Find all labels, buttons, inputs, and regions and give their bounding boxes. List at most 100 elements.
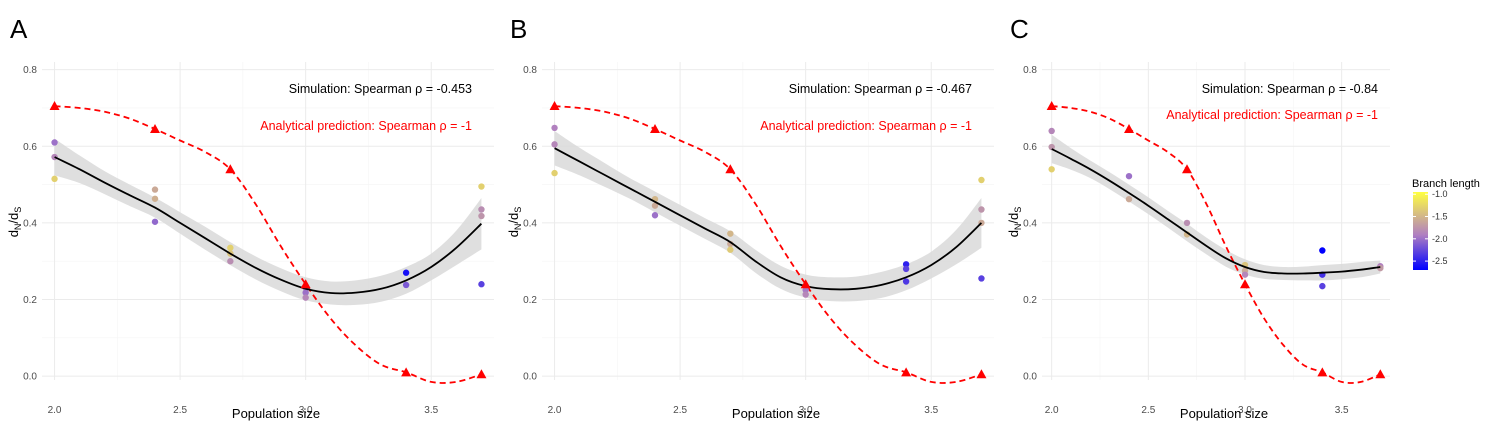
data-point [151, 218, 159, 225]
y-axis-title: dN/dS [506, 207, 523, 238]
x-tick-label: 2.5 [173, 405, 187, 416]
panel-letter: B [510, 14, 527, 44]
y-axis-title-sep: /d [506, 213, 521, 224]
prediction-marker [1375, 369, 1386, 379]
y-tick-label: 0.0 [1023, 372, 1037, 383]
y-axis-title-sep: /d [6, 213, 21, 224]
legend-title: Branch length [1412, 178, 1480, 190]
y-tick-label: 0.0 [523, 372, 537, 383]
x-tick-label: 3.0 [799, 405, 813, 416]
data-point [651, 202, 659, 209]
prediction-annotation: Analytical prediction: Spearman ρ = -1 [1166, 108, 1378, 122]
prediction-curve [54, 105, 482, 384]
legend-tick-label: -1.0 [1432, 189, 1448, 199]
data-point [51, 153, 58, 161]
y-axis-title-sub2: S [1013, 207, 1023, 213]
y-axis-title-sub1: N [1013, 224, 1023, 231]
y-axis-title-main: d [506, 230, 521, 237]
x-axis-title: Population size [232, 406, 320, 421]
y-tick-label: 0.4 [23, 218, 37, 229]
data-point [302, 289, 309, 296]
data-point [551, 169, 558, 177]
x-tick-label: 3.0 [1238, 405, 1252, 416]
x-tick-label: 3.5 [1335, 405, 1349, 416]
data-point [978, 176, 985, 184]
prediction-marker [401, 367, 412, 377]
y-axis-title: dN/dS [1006, 207, 1023, 238]
data-point [1048, 143, 1055, 151]
prediction-annotation: Analytical prediction: Spearman ρ = -1 [260, 119, 472, 133]
y-tick-label: 0.8 [523, 65, 537, 76]
data-point [727, 246, 734, 253]
data-point [651, 212, 659, 219]
data-point [1125, 195, 1133, 203]
prediction-marker [976, 369, 987, 379]
data-point [1319, 282, 1326, 290]
prediction-marker [1046, 101, 1057, 111]
data-point [478, 183, 485, 190]
fit-line [554, 147, 983, 291]
data-point [151, 195, 159, 202]
simulation-annotation: Simulation: Spearman ρ = -0.467 [789, 82, 972, 96]
legend-tick-label: -2.5 [1432, 256, 1448, 266]
y-tick-label: 0.6 [1023, 142, 1037, 153]
y-axis-title-sep: /d [1006, 213, 1021, 224]
data-point [551, 141, 558, 148]
confidence-ribbon [54, 138, 482, 306]
y-tick-label: 0.0 [23, 372, 37, 383]
x-tick-label: 2.5 [673, 405, 687, 416]
legend-tick-label: -1.5 [1432, 212, 1448, 222]
data-point [978, 206, 985, 213]
data-point [551, 124, 558, 132]
y-axis-title: dN/dS [6, 207, 23, 238]
prediction-marker [800, 279, 811, 289]
data-point [51, 175, 58, 183]
prediction-marker [300, 279, 311, 289]
prediction-marker [650, 124, 660, 134]
prediction-marker [49, 101, 60, 111]
simulation-annotation: Simulation: Spearman ρ = -0.453 [289, 82, 472, 96]
y-tick-label: 0.2 [523, 295, 537, 306]
x-tick-label: 2.0 [48, 405, 62, 416]
data-point [478, 281, 485, 288]
data-point [227, 244, 234, 252]
data-point [1183, 219, 1191, 227]
y-axis-title-sub1: N [513, 224, 523, 231]
confidence-ribbon [554, 131, 982, 302]
data-point [727, 230, 734, 237]
prediction-marker [1182, 164, 1192, 174]
fit-line [54, 156, 483, 295]
y-tick-label: 0.2 [1023, 295, 1037, 306]
y-tick-label: 0.4 [1023, 218, 1037, 229]
data-point [902, 278, 910, 285]
data-point [902, 261, 910, 268]
y-axis-title-sub2: S [13, 207, 23, 213]
data-point [478, 206, 485, 213]
data-point [1125, 172, 1133, 180]
confidence-ribbon [1051, 134, 1381, 281]
x-axis-title: Population size [732, 406, 820, 421]
fit-line [1051, 148, 1381, 275]
prediction-annotation: Analytical prediction: Spearman ρ = -1 [760, 119, 972, 133]
x-tick-label: 2.5 [1141, 405, 1155, 416]
legend-ticks: -1.0 -1.5 -2.0 -2.5 [1413, 189, 1448, 266]
data-point [402, 269, 410, 276]
data-point [1319, 247, 1326, 254]
y-axis-title-main: d [6, 230, 21, 237]
data-point [1241, 271, 1249, 278]
y-tick-label: 0.8 [23, 65, 37, 76]
prediction-marker [1317, 367, 1328, 377]
simulation-annotation: Simulation: Spearman ρ = -0.84 [1202, 82, 1378, 96]
data-point [402, 281, 410, 289]
prediction-marker [476, 369, 487, 379]
x-axis-title: Population size [1180, 406, 1268, 421]
data-point [1048, 127, 1055, 135]
y-axis-title-sub2: S [513, 207, 523, 213]
data-point [151, 186, 159, 193]
panel-letter: C [1010, 14, 1029, 44]
data-point [978, 275, 985, 282]
data-point [51, 139, 58, 146]
data-point [478, 212, 485, 220]
color-legend: Branch length -1.0 -1.5 -2.0 -2.5 [1412, 178, 1480, 270]
x-tick-label: 3.5 [924, 405, 938, 416]
